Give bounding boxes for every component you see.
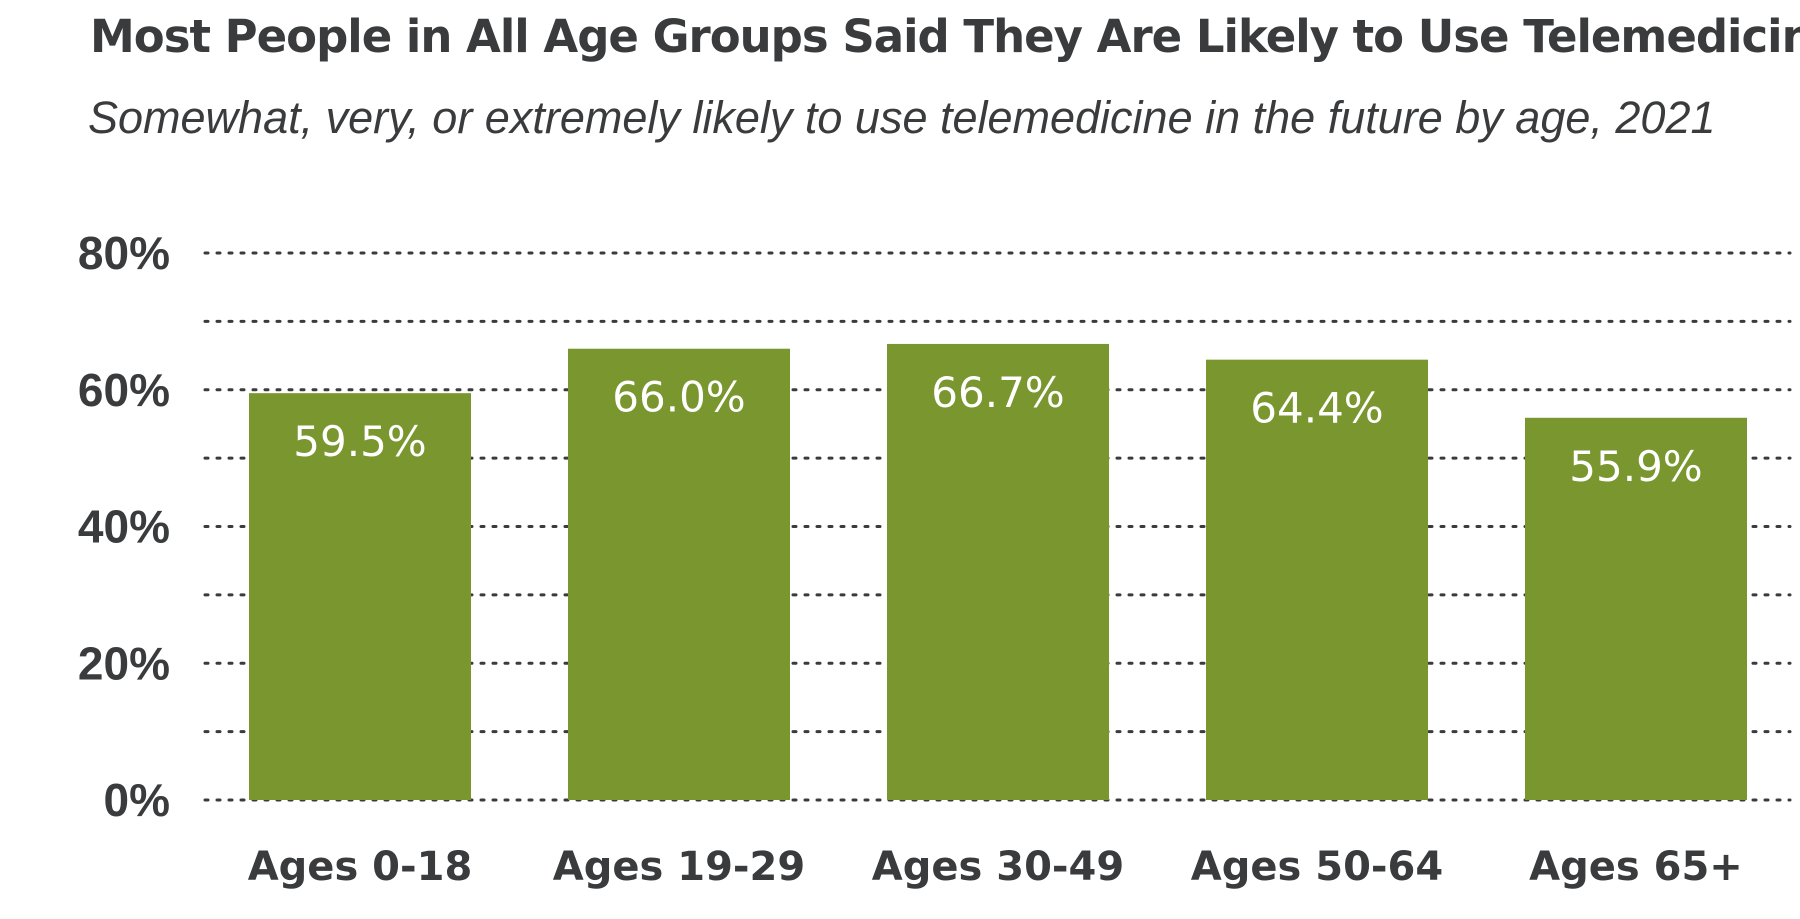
y-tick-label: 0% bbox=[104, 774, 170, 826]
x-tick-label: Ages 30-49 bbox=[872, 844, 1124, 890]
y-tick-label: 40% bbox=[78, 501, 170, 553]
value-labels: 59.5% 66.0% 66.7% 64.4% 55.9% bbox=[293, 368, 1702, 491]
chart-title: Most People in All Age Groups Said They … bbox=[90, 10, 1800, 63]
x-tick-label: Ages 50-64 bbox=[1191, 844, 1443, 890]
y-axis-ticks: 0% 20% 40% 60% 80% bbox=[78, 227, 170, 826]
bar bbox=[249, 393, 471, 800]
y-tick-label: 20% bbox=[78, 637, 170, 689]
data-label: 66.0% bbox=[612, 373, 745, 422]
y-tick-label: 60% bbox=[78, 364, 170, 416]
data-label: 59.5% bbox=[293, 417, 426, 466]
x-tick-label: Ages 0-18 bbox=[248, 844, 473, 890]
bars bbox=[249, 343, 1747, 800]
data-label: 55.9% bbox=[1569, 442, 1702, 491]
chart-subtitle: Somewhat, very, or extremely likely to u… bbox=[88, 92, 1716, 143]
data-label: 64.4% bbox=[1250, 384, 1383, 433]
x-tick-label: Ages 19-29 bbox=[553, 844, 805, 890]
x-tick-label: Ages 65+ bbox=[1529, 844, 1743, 890]
bar bbox=[1206, 359, 1428, 800]
bar bbox=[1525, 417, 1747, 800]
data-label: 66.7% bbox=[931, 368, 1064, 417]
y-tick-label: 80% bbox=[78, 227, 170, 279]
bar bbox=[887, 343, 1109, 800]
x-axis-labels: Ages 0-18 Ages 19-29 Ages 30-49 Ages 50-64 A… bbox=[248, 844, 1743, 890]
bar bbox=[568, 348, 790, 800]
